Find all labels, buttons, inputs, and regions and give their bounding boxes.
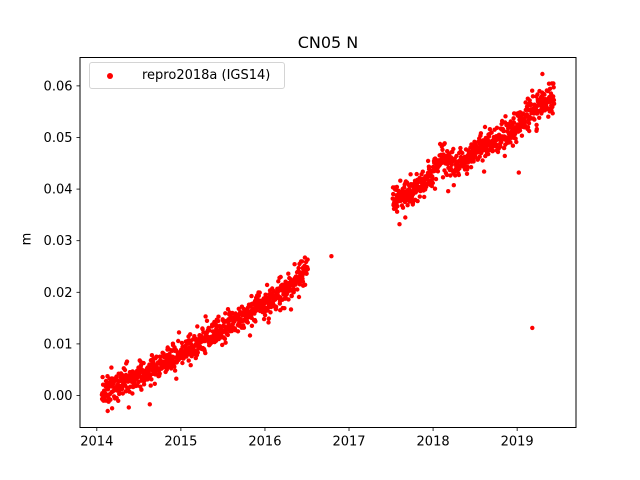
svg-text:0.05: 0.05 [44, 131, 73, 146]
svg-text:0.03: 0.03 [44, 234, 73, 249]
y-axis-ticks: 0.00 0.01 0.02 0.03 0.04 0.05 0.06 [44, 79, 80, 404]
svg-text:0.01: 0.01 [44, 337, 73, 352]
svg-text:2019: 2019 [501, 435, 534, 450]
y-axis-label: m [19, 232, 35, 246]
svg-text:0.00: 0.00 [44, 389, 73, 404]
axes-frame [79, 57, 577, 428]
legend-dot-marker-icon [107, 72, 113, 79]
svg-text:2014: 2014 [80, 435, 113, 450]
x-axis-ticks: 2014 2015 2016 2017 2018 2019 [80, 427, 534, 450]
legend-label: repro2018a (IGS14) [142, 68, 271, 83]
svg-text:2016: 2016 [248, 435, 281, 450]
svg-text:2017: 2017 [332, 435, 365, 450]
svg-text:0.06: 0.06 [44, 79, 73, 94]
svg-text:0.04: 0.04 [44, 183, 73, 198]
svg-text:2018: 2018 [417, 435, 450, 450]
scatter-points [99, 71, 557, 414]
chart-title: CN05 N [297, 33, 359, 52]
svg-text:2015: 2015 [164, 435, 197, 450]
legend: repro2018a (IGS14) [89, 62, 286, 89]
svg-text:0.02: 0.02 [44, 286, 73, 301]
